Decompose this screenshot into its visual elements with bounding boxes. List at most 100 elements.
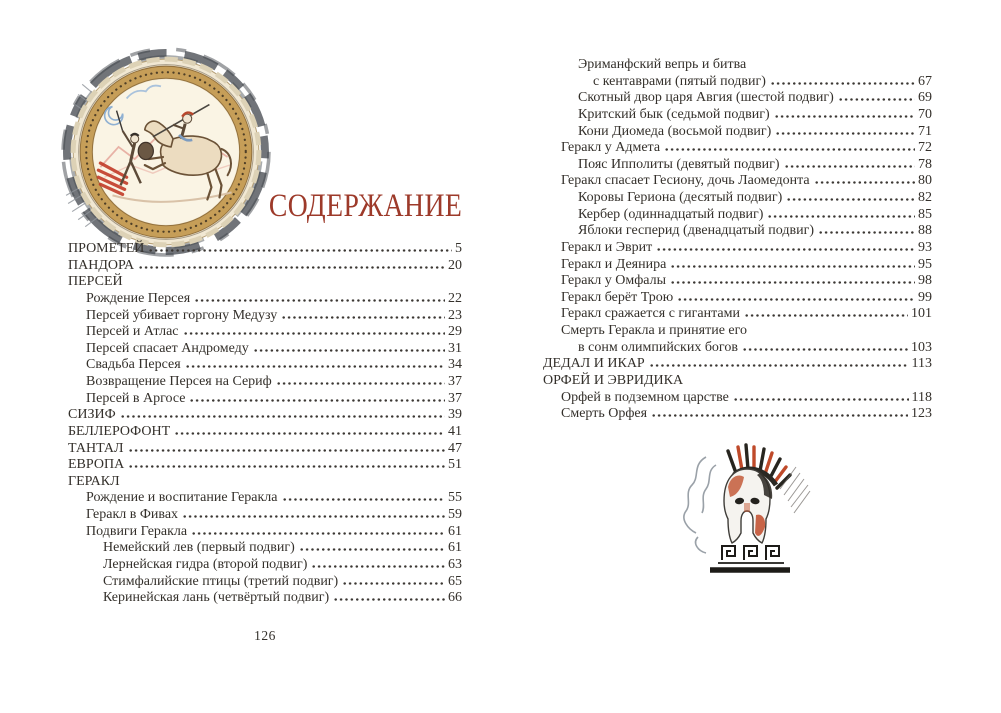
toc-entry-page: 103 xyxy=(911,339,932,355)
toc-entry-label: Критский бык (седьмой подвиг) xyxy=(578,106,770,122)
toc-entry-label: Пояс Ипполиты (девятый подвиг) xyxy=(578,156,780,172)
toc-entry: Эриманфский вепрь и битва xyxy=(543,57,932,74)
toc-entry: БЕЛЛЕРОФОНТ 41 xyxy=(68,424,462,441)
toc-entry: Рождение и воспитание Геракла 55 xyxy=(68,490,462,507)
toc-entry-label: Геракл спасает Гесиону, дочь Лаомедонта xyxy=(561,173,810,189)
toc-entry: ПЕРСЕЙ xyxy=(68,274,462,291)
toc-entry: Яблоки гесперид (двенадцатый подвиг) 88 xyxy=(543,223,932,240)
toc-entry: Геракл в Фивах 59 xyxy=(68,507,462,524)
toc-entry: ДЕДАЛ И ИКАР 113 xyxy=(543,356,932,373)
toc-leader-dots xyxy=(148,249,452,252)
toc-entry-label: ПРОМЕТЕЙ xyxy=(68,241,145,256)
toc-entry: Орфей в подземном царстве 118 xyxy=(543,390,932,407)
toc-leader-dots xyxy=(817,231,915,235)
toc-leader-dots xyxy=(174,431,445,435)
toc-entry-label: с кентаврами (пятый подвиг) xyxy=(593,73,766,89)
toc-entry-page: 95 xyxy=(918,256,932,272)
toc-leader-dots xyxy=(783,164,915,168)
toc-entry: ПРОМЕТЕЙ 5 xyxy=(68,241,462,258)
toc-entry-page: 37 xyxy=(448,374,462,389)
toc-leader-dots xyxy=(252,348,445,352)
toc-leader-dots xyxy=(651,414,908,418)
toc-entry-page: 69 xyxy=(918,90,932,106)
helmet-illustration xyxy=(672,443,822,583)
toc-entry-label: Рождение и воспитание Геракла xyxy=(86,490,278,506)
toc-leader-dots xyxy=(194,298,445,302)
toc-entry-label: Немейский лев (первый подвиг) xyxy=(103,540,295,556)
plate-battle-scene-icon xyxy=(61,47,271,257)
toc-entry: Стимфалийские птицы (третий подвиг) 65 xyxy=(68,574,462,591)
toc-entry: Смерть Геракла и принятие его xyxy=(543,323,932,340)
toc-entry-page: 101 xyxy=(911,306,932,322)
page-folio: 126 xyxy=(254,628,276,643)
toc-entry-page: 23 xyxy=(448,307,462,323)
toc-entry: ЕВРОПА 51 xyxy=(68,457,462,474)
toc-entry: ТАНТАЛ 47 xyxy=(68,441,462,458)
toc-leader-dots xyxy=(311,564,445,568)
toc-leader-dots xyxy=(281,498,445,502)
toc-entry: ПАНДОРА 20 xyxy=(68,258,462,275)
toc-leader-dots xyxy=(182,515,445,518)
toc-entry: Подвиги Геракла 61 xyxy=(68,524,462,541)
toc-entry-label: ПАНДОРА xyxy=(68,257,135,273)
plate-illustration xyxy=(60,46,272,258)
toc-leader-dots xyxy=(670,264,915,268)
greek-helmet-icon xyxy=(683,443,811,573)
toc-entry-label: Геракл берёт Трою xyxy=(561,289,674,305)
page-title: СОДЕРЖАНИЕ xyxy=(68,188,462,224)
toc-entry-page: 123 xyxy=(911,406,932,422)
toc-entry: Критский бык (седьмой подвиг) 70 xyxy=(543,107,932,124)
toc-entry-page: 113 xyxy=(911,356,932,372)
toc-entry-page: 34 xyxy=(448,357,462,373)
toc-entry: ГЕРАКЛ xyxy=(68,474,462,491)
toc-entry-label: Кони Диомеда (восьмой подвиг) xyxy=(578,123,772,139)
toc-entry: ОРФЕЙ И ЭВРИДИКА xyxy=(543,373,932,390)
toc-leader-dots xyxy=(342,581,445,585)
toc-entry-label: Персей в Аргосе xyxy=(86,390,186,406)
meander-ornament xyxy=(710,545,790,573)
toc-entry: Пояс Ипполиты (девятый подвиг) 78 xyxy=(543,157,932,174)
toc-entry-label: Геракл у Адмета xyxy=(561,140,661,156)
toc-entry: Коровы Гериона (десятый подвиг) 82 xyxy=(543,190,932,207)
toc-entry: Скотный двор царя Авгия (шестой подвиг) … xyxy=(543,90,932,107)
toc-leader-dots xyxy=(769,81,915,85)
toc-entry-page: 47 xyxy=(448,440,462,456)
toc-entry-page: 66 xyxy=(448,590,462,606)
toc-entry: Кони Диомеда (восьмой подвиг) 71 xyxy=(543,124,932,141)
toc-leader-dots xyxy=(743,314,908,318)
toc-entry-page: 29 xyxy=(448,324,462,340)
toc-leader-dots xyxy=(281,315,445,319)
toc-entry-page: 55 xyxy=(448,490,462,506)
toc-entry-label: СИЗИФ xyxy=(68,407,116,423)
toc-entry: Геракл сражается с гигантами 101 xyxy=(543,306,932,323)
toc-leader-dots xyxy=(189,398,445,402)
toc-entry: Смерть Орфея 123 xyxy=(543,406,932,423)
toc-entry-page: 31 xyxy=(448,340,462,356)
toc-leader-dots xyxy=(127,448,445,452)
toc-leader-dots xyxy=(648,364,909,368)
toc-leader-dots xyxy=(677,297,915,301)
toc-entry-label: Персей убивает горгону Медузу xyxy=(86,307,278,323)
toc-entry-label: Смерть Орфея xyxy=(561,406,648,422)
toc-entry-label: ОРФЕЙ И ЭВРИДИКА xyxy=(543,372,684,388)
toc-column-left: ПРОМЕТЕЙ 5 ПАНДОРА 20 ПЕРСЕЙ Ро xyxy=(68,241,462,607)
toc-entry-page: 98 xyxy=(918,273,932,289)
toc-leader-dots xyxy=(670,281,915,285)
toc-entry-page: 51 xyxy=(448,457,462,473)
page-title-text: СОДЕРЖАНИЕ xyxy=(268,188,462,224)
toc-entry-page: 41 xyxy=(448,423,462,439)
toc-entry: Рождение Персея 22 xyxy=(68,291,462,308)
toc-entry-label: Геракл сражается с гигантами xyxy=(561,306,740,322)
toc-entry: Немейский лев (первый подвиг) 61 xyxy=(68,540,462,557)
toc-leader-dots xyxy=(298,548,445,552)
toc-entry-label: Свадьба Персея xyxy=(86,357,181,373)
toc-entry: Персей и Атлас 29 xyxy=(68,324,462,341)
toc-entry: с кентаврами (пятый подвиг) 67 xyxy=(543,74,932,91)
toc-entry-page: 63 xyxy=(448,556,462,572)
toc-entry: Геракл и Деянира 95 xyxy=(543,257,932,274)
toc-leader-dots xyxy=(333,598,445,602)
toc-entry-page: 85 xyxy=(918,206,932,222)
toc-entry-label: Яблоки гесперид (двенадцатый подвиг) xyxy=(578,223,814,239)
toc-entry-label: Геракл и Деянира xyxy=(561,256,667,272)
toc-entry-page: 118 xyxy=(911,389,932,405)
